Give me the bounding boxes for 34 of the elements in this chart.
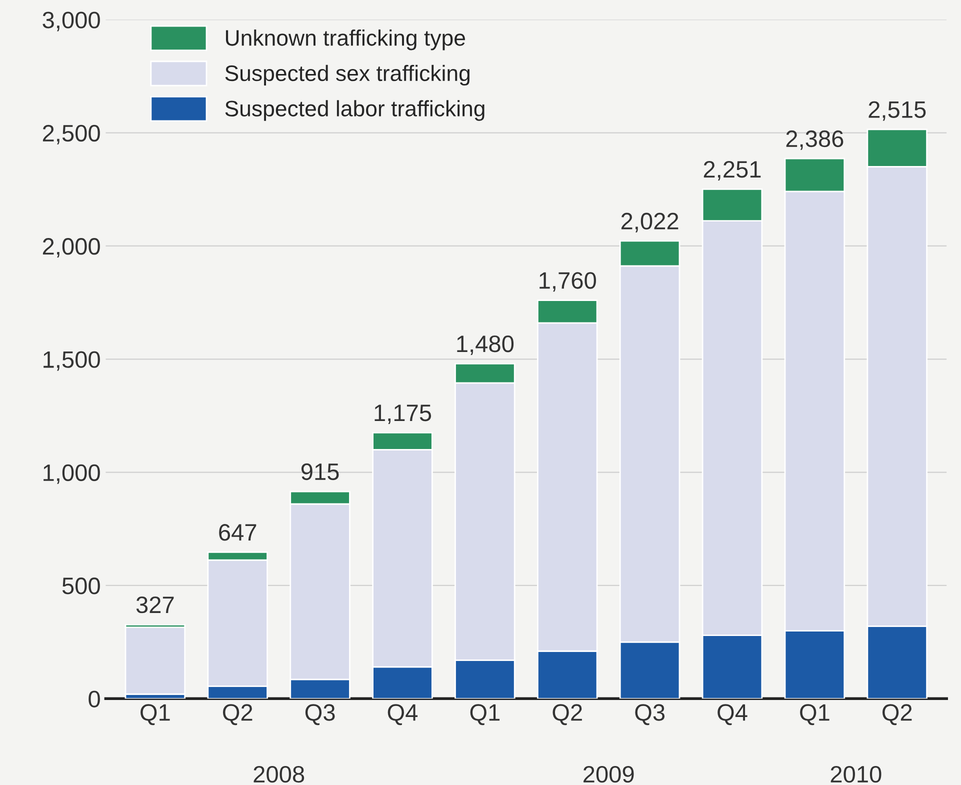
text: 2008: [254, 766, 304, 783]
x-tick-label: Q3: [635, 704, 665, 726]
bar: [124, 626, 186, 695]
y-tick-label: 3,000: [42, 12, 100, 32]
x-tick-label: Q2: [222, 704, 252, 726]
x-tick-label: Q2: [882, 704, 912, 726]
x-tick-label: Q4: [388, 704, 418, 726]
total-label: 1,760: [540, 272, 596, 292]
x-tick-label: Q1: [140, 704, 170, 726]
total-label: 915: [301, 463, 339, 480]
total-label: 327: [136, 596, 174, 614]
total-label: 2,515: [868, 101, 926, 121]
legend-label: Unknown trafficking type: [226, 29, 465, 50]
total-label: 1,480: [457, 335, 514, 355]
legend-label: Suspected sex trafficking: [225, 64, 470, 86]
y-tick-label: 2,500: [42, 124, 100, 144]
x-tick-label: Q4: [718, 704, 748, 726]
y-tick-label: 1,500: [44, 351, 100, 371]
x-tick-label: Q1: [470, 704, 500, 726]
text: 2010: [830, 766, 882, 783]
y-tick-label: 2,000: [42, 238, 100, 258]
x-tick-label: Q2: [552, 704, 582, 726]
y-tick-label: 500: [62, 578, 100, 594]
y-tick-label: 1,000: [44, 464, 100, 484]
total-label: 2,022: [621, 212, 678, 232]
x-tick-label: Q1: [800, 704, 830, 726]
legend-label: Suspected labor trafficking: [225, 100, 484, 121]
total-label: 2,251: [704, 160, 761, 180]
text: 2009: [584, 766, 634, 783]
total-label: 1,175: [374, 404, 432, 424]
total-label: 2,386: [786, 130, 844, 150]
x-tick-label: Q3: [305, 704, 335, 726]
y-tick-label: 0: [88, 690, 100, 708]
total-label: 647: [219, 524, 256, 541]
